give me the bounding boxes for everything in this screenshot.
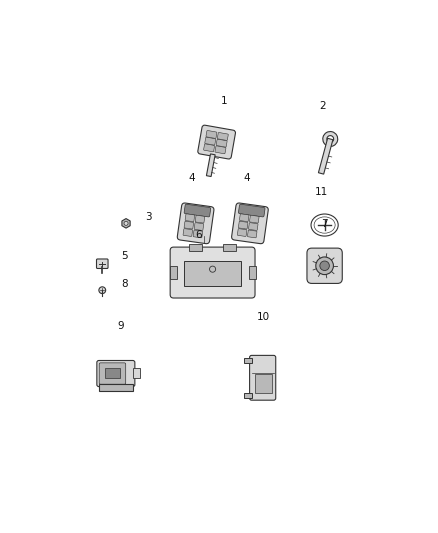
- Circle shape: [316, 257, 333, 274]
- Text: 11: 11: [314, 187, 328, 197]
- FancyBboxPatch shape: [217, 133, 228, 140]
- Text: 4: 4: [189, 173, 195, 183]
- FancyBboxPatch shape: [198, 125, 236, 159]
- FancyBboxPatch shape: [204, 144, 215, 152]
- Circle shape: [124, 221, 128, 225]
- FancyBboxPatch shape: [238, 204, 265, 217]
- FancyBboxPatch shape: [185, 214, 194, 222]
- FancyBboxPatch shape: [184, 204, 211, 217]
- FancyBboxPatch shape: [205, 137, 216, 145]
- FancyBboxPatch shape: [97, 360, 135, 386]
- FancyBboxPatch shape: [216, 139, 227, 147]
- FancyBboxPatch shape: [250, 356, 276, 400]
- FancyBboxPatch shape: [238, 221, 248, 229]
- Circle shape: [320, 261, 329, 271]
- FancyBboxPatch shape: [193, 230, 203, 238]
- FancyBboxPatch shape: [206, 131, 217, 139]
- Circle shape: [99, 287, 106, 294]
- FancyBboxPatch shape: [318, 138, 333, 174]
- Bar: [170, 266, 177, 279]
- Text: 1: 1: [221, 96, 228, 106]
- Text: 6: 6: [196, 230, 202, 240]
- FancyBboxPatch shape: [177, 203, 214, 244]
- FancyBboxPatch shape: [183, 229, 193, 237]
- Text: 10: 10: [257, 312, 270, 322]
- FancyBboxPatch shape: [96, 259, 108, 269]
- FancyBboxPatch shape: [237, 229, 247, 237]
- FancyBboxPatch shape: [240, 214, 249, 222]
- Bar: [133, 368, 140, 378]
- Bar: [244, 358, 252, 363]
- Circle shape: [323, 132, 338, 147]
- Text: 4: 4: [243, 173, 250, 183]
- FancyBboxPatch shape: [307, 248, 342, 284]
- Text: 5: 5: [121, 252, 127, 261]
- Text: 2: 2: [320, 101, 326, 111]
- Bar: [105, 368, 120, 378]
- Text: 8: 8: [121, 279, 127, 289]
- Polygon shape: [122, 219, 130, 228]
- Bar: [254, 374, 272, 393]
- Bar: [189, 244, 202, 251]
- Bar: [223, 244, 237, 251]
- Bar: [249, 266, 256, 279]
- Text: 3: 3: [145, 212, 152, 222]
- Text: 9: 9: [118, 321, 124, 332]
- FancyBboxPatch shape: [215, 146, 226, 154]
- FancyBboxPatch shape: [194, 223, 204, 230]
- Bar: [99, 384, 133, 391]
- FancyBboxPatch shape: [250, 215, 259, 223]
- FancyBboxPatch shape: [232, 203, 268, 244]
- FancyBboxPatch shape: [99, 363, 126, 384]
- FancyBboxPatch shape: [195, 215, 205, 223]
- FancyBboxPatch shape: [170, 247, 255, 298]
- Bar: [184, 261, 241, 286]
- FancyBboxPatch shape: [247, 230, 257, 238]
- Text: 7: 7: [321, 219, 328, 229]
- FancyBboxPatch shape: [248, 223, 258, 230]
- Circle shape: [327, 135, 334, 142]
- Bar: [244, 393, 252, 398]
- FancyArrow shape: [206, 154, 215, 176]
- FancyBboxPatch shape: [184, 221, 194, 229]
